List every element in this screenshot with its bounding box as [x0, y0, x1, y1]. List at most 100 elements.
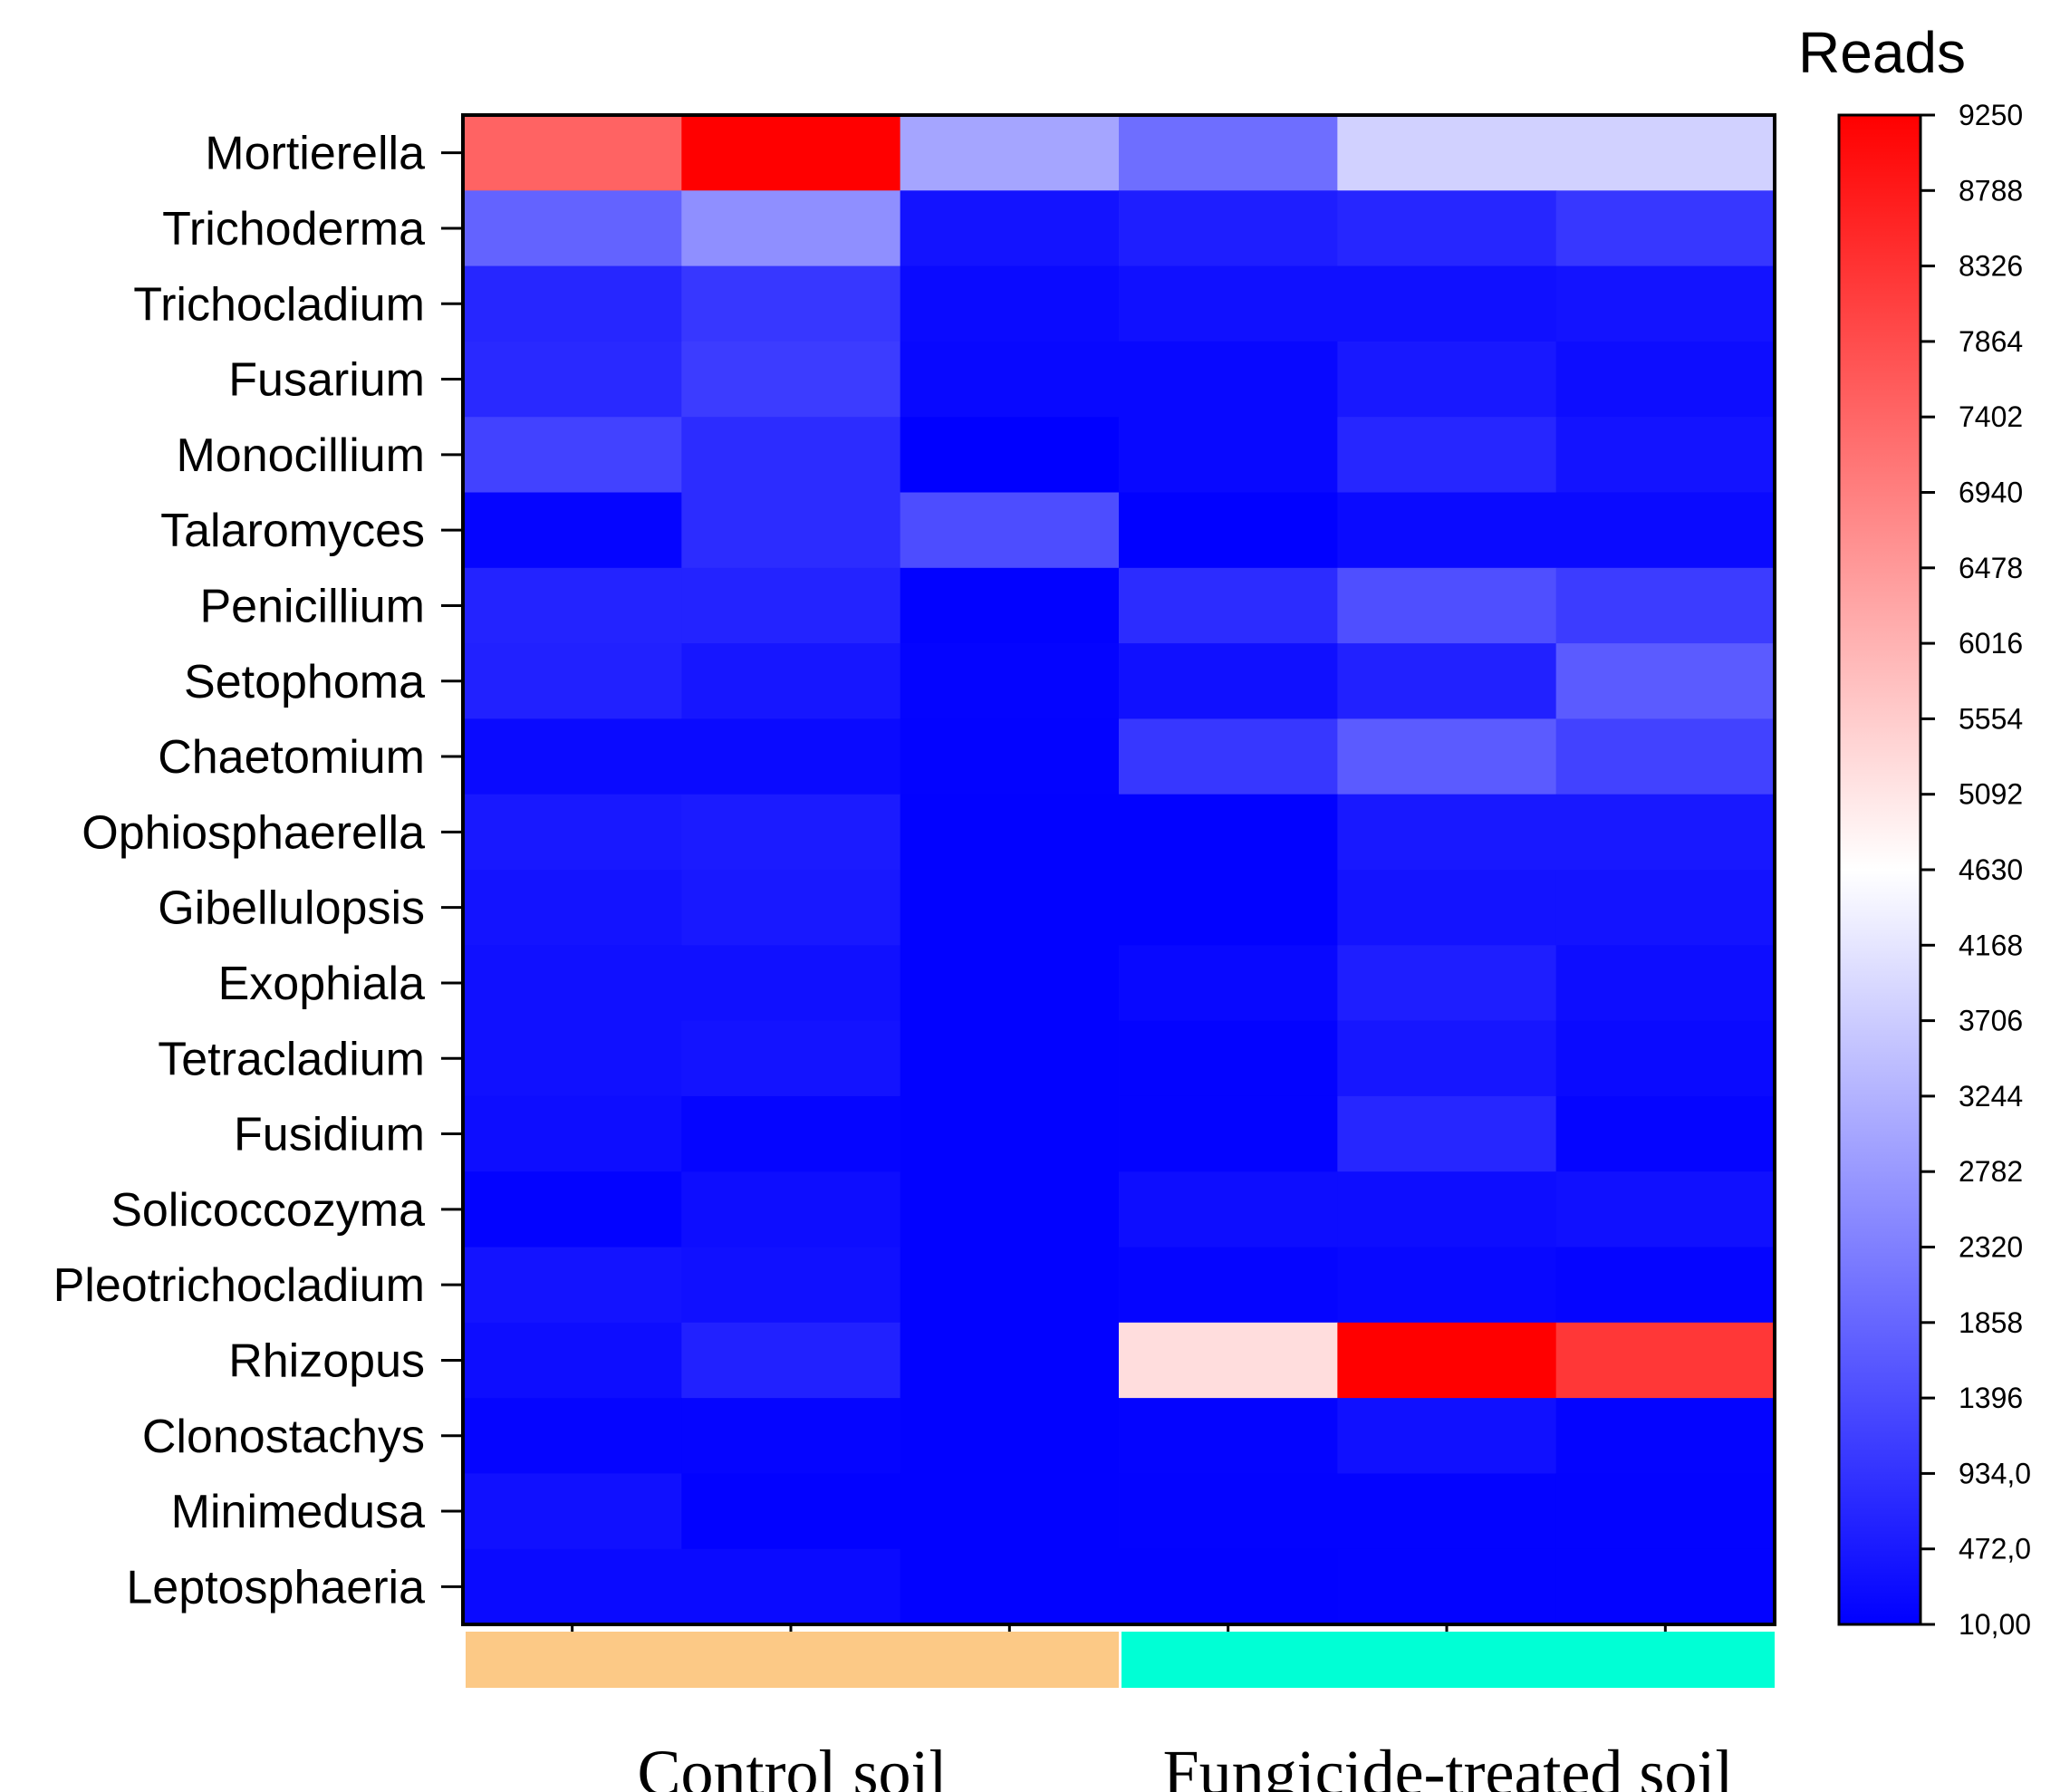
heatmap-cell — [1555, 115, 1776, 191]
heatmap-cell — [1119, 1247, 1338, 1324]
colorbar-tick-label: 3244 — [1959, 1080, 2023, 1113]
colorbar-tick-label: 5554 — [1959, 702, 2023, 735]
heatmap-cell — [1555, 1548, 1776, 1625]
colorbar-tick-label: 10,00 — [1959, 1608, 2031, 1641]
heatmap-cell — [900, 417, 1120, 494]
heatmap-cell — [1555, 945, 1776, 1022]
heatmap-cell — [463, 1548, 682, 1625]
heatmap-cell — [1119, 794, 1338, 871]
heatmap-cell — [900, 1020, 1120, 1097]
heatmap-cell — [681, 1020, 901, 1097]
heatmap-cell — [900, 1473, 1120, 1550]
heatmap-cell — [900, 870, 1120, 946]
heatmap-cell — [1337, 265, 1557, 342]
row-label: Minimedusa — [171, 1486, 425, 1538]
heatmap-cell — [463, 115, 682, 191]
heatmap-cell — [900, 190, 1120, 267]
heatmap-cell — [463, 945, 682, 1022]
heatmap-cell — [1555, 265, 1776, 342]
heatmap-cell — [1555, 1171, 1776, 1248]
heatmap-cell — [1555, 718, 1776, 795]
heatmap-cell — [681, 1095, 901, 1172]
group-label: Control soil — [637, 1737, 947, 1792]
heatmap-cell — [1337, 794, 1557, 871]
heatmap-cell — [900, 1095, 1120, 1172]
heatmap-cell — [900, 492, 1120, 569]
heatmap-cell — [1337, 643, 1557, 719]
row-label: Gibellulopsis — [158, 882, 425, 935]
heatmap-cell — [463, 190, 682, 267]
heatmap-cell — [1337, 945, 1557, 1022]
colorbar-tick-label: 1396 — [1959, 1382, 2023, 1414]
heatmap-cell — [681, 341, 901, 418]
x-ticks — [571, 1624, 1667, 1632]
heatmap-cell — [1337, 492, 1557, 569]
colorbar-tick-label: 4168 — [1959, 929, 2023, 961]
heatmap-cell — [681, 643, 901, 719]
heatmap-cell — [900, 1398, 1120, 1474]
heatmap-cell — [1337, 567, 1557, 644]
heatmap-cell — [1555, 492, 1776, 569]
heatmap-cell — [681, 1398, 901, 1474]
heatmap-cell — [1119, 1548, 1338, 1625]
heatmap-cell — [463, 718, 682, 795]
colorbar-tick-label: 2320 — [1959, 1231, 2023, 1264]
heatmap-cell — [463, 417, 682, 494]
colorbar-tick-label: 9250 — [1959, 99, 2023, 131]
heatmap-cell — [463, 1020, 682, 1097]
heatmap-cell — [681, 870, 901, 946]
heatmap-cell — [1337, 1247, 1557, 1324]
heatmap-cell — [1119, 341, 1338, 418]
row-label: Rhizopus — [228, 1334, 425, 1387]
colorbar-tick-label: 6016 — [1959, 627, 2023, 660]
heatmap-cell — [900, 1548, 1120, 1625]
heatmap-cell — [1119, 115, 1338, 191]
heatmap-cell — [1337, 115, 1557, 191]
heatmap-cell — [900, 794, 1120, 871]
heatmap-cell — [1555, 1398, 1776, 1474]
heatmap-cell — [1337, 718, 1557, 795]
heatmap-cell — [1337, 1398, 1557, 1474]
colorbar-tick-label: 5092 — [1959, 778, 2023, 811]
colorbar: 9250 8788 8326 7864 7402 6940 6478 6016 5554 5092… — [1798, 20, 2031, 1641]
group-bars: Control soil Fungicide-treated soil — [466, 1632, 1775, 1792]
heatmap-cell — [1555, 190, 1776, 267]
heatmap-cell — [900, 265, 1120, 342]
heatmap-cell — [900, 1322, 1120, 1399]
row-label: Penicillium — [199, 580, 425, 632]
heatmap-cell — [463, 1322, 682, 1399]
heatmap-cell — [463, 1095, 682, 1172]
row-label: Clonostachys — [142, 1411, 425, 1463]
heatmap-cell — [900, 1171, 1120, 1248]
row-label: Pleotrichocladium — [53, 1259, 425, 1312]
heatmap-cell — [463, 265, 682, 342]
row-label: Mortierella — [205, 128, 425, 180]
heatmap-cell — [1555, 417, 1776, 494]
heatmap-cell — [1119, 870, 1338, 946]
heatmap-cell — [681, 1247, 901, 1324]
heatmap-cell — [1555, 1247, 1776, 1324]
heatmap-cell — [1555, 1322, 1776, 1399]
heatmap-cell — [1337, 1171, 1557, 1248]
row-label: Chaetomium — [158, 731, 425, 784]
colorbar-tick-label: 2782 — [1959, 1155, 2023, 1188]
heatmap-cell — [1119, 190, 1338, 267]
heatmap-cell — [1555, 643, 1776, 719]
heatmap-cell — [1119, 265, 1338, 342]
heatmap-cell — [1119, 417, 1338, 494]
colorbar-tick-label: 6940 — [1959, 477, 2023, 509]
heatmap-cell — [1119, 1171, 1338, 1248]
heatmap-cell — [1119, 492, 1338, 569]
row-label: Leptosphaeria — [126, 1561, 425, 1614]
plot-frame — [461, 113, 1776, 1626]
heatmap-cell — [1119, 1322, 1338, 1399]
heatmap-cell — [1337, 870, 1557, 946]
group-color-bar — [466, 1632, 1119, 1688]
row-label: Tetracladium — [158, 1033, 425, 1085]
colorbar-tick-label: 3706 — [1959, 1005, 2023, 1037]
row-label: Talaromyces — [160, 505, 425, 557]
colorbar-tick-label: 8326 — [1959, 250, 2023, 283]
heatmap-cell — [681, 492, 901, 569]
heatmap-cell — [1555, 1473, 1776, 1550]
heatmap-cell — [1555, 870, 1776, 946]
